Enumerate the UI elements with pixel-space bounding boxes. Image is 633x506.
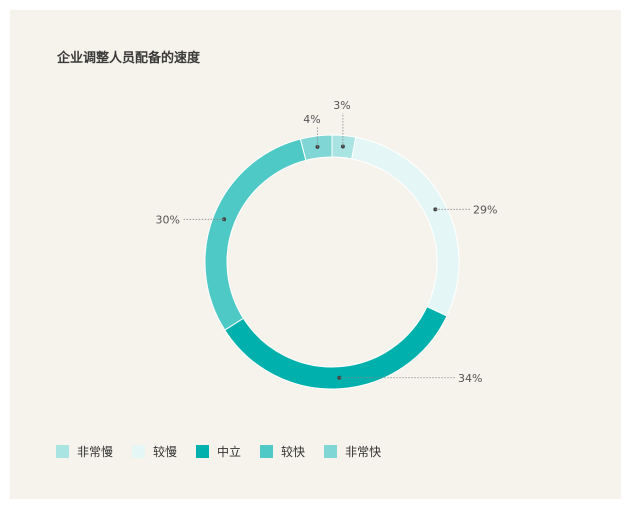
donut-slice-fast[interactable] — [204, 138, 307, 331]
legend-swatch — [324, 445, 338, 458]
donut-chart: 3% 29% 34% 30% 4% — [156, 99, 498, 390]
legend-label: 较慢 — [153, 445, 178, 459]
legend-item-very-fast[interactable]: 非常快 — [324, 443, 381, 460]
legend-swatch — [132, 445, 146, 458]
legend-item-very-slow[interactable]: 非常慢 — [56, 443, 113, 460]
donut-slices — [204, 134, 460, 390]
donut-slice-neutral[interactable] — [224, 306, 448, 390]
legend-item-fast[interactable]: 较快 — [260, 443, 305, 460]
chart-panel: 企业调整人员配备的速度 3% 29% 34% 30% 4% 非常慢 较慢 中立 较快 非… — [10, 10, 621, 499]
slice-label-neutral: 34% — [458, 372, 482, 385]
slice-label-very-fast: 4% — [303, 113, 320, 126]
legend-label: 中立 — [217, 445, 242, 459]
legend-swatch — [260, 445, 274, 458]
slice-label-slow: 29% — [473, 203, 497, 216]
legend-swatch — [196, 445, 210, 458]
chart-title: 企业调整人员配备的速度 — [57, 51, 201, 66]
donut-slice-slow[interactable] — [351, 136, 460, 317]
legend-item-neutral[interactable]: 中立 — [196, 443, 241, 460]
slice-labels: 3% 29% 34% 30% 4% — [156, 99, 498, 385]
slice-label-very-slow: 3% — [333, 99, 350, 112]
legend-label: 非常快 — [345, 445, 382, 459]
legend-item-slow[interactable]: 较慢 — [132, 443, 177, 460]
legend: 非常慢 较慢 中立 较快 非常快 — [56, 443, 400, 460]
legend-swatch — [56, 445, 69, 458]
legend-label: 非常慢 — [77, 445, 114, 459]
slice-label-fast: 30% — [156, 213, 180, 226]
legend-label: 较快 — [281, 445, 306, 459]
label-leaders — [183, 113, 470, 380]
